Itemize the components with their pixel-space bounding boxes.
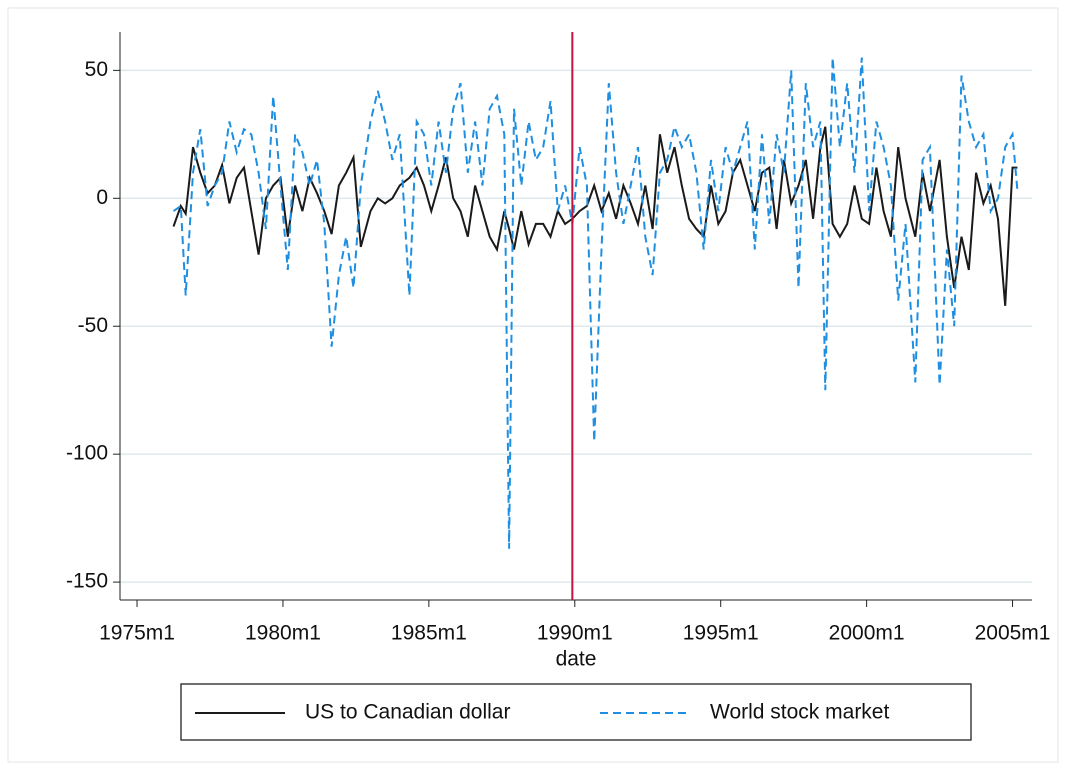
x-tick-label: 2000m1 (829, 622, 905, 645)
x-tick-label: 1975m1 (99, 622, 175, 645)
legend-label: World stock market (710, 701, 889, 724)
x-axis-title: date (556, 648, 597, 671)
frame (7, 7, 1059, 763)
legend-label: US to Canadian dollar (305, 701, 510, 724)
y-tick-label: -150 (66, 570, 108, 593)
series-line (172, 126, 1018, 306)
series-line (172, 57, 1019, 549)
y-tick-label: -100 (66, 442, 108, 465)
x-tick-label: 2005m1 (975, 622, 1051, 645)
y-tick-label: 50 (85, 58, 108, 81)
x-tick-label: 1985m1 (391, 622, 467, 645)
y-tick-label: -50 (78, 314, 108, 337)
legend-box (180, 683, 972, 741)
x-tick-label: 1980m1 (245, 622, 321, 645)
y-tick-label: 0 (96, 186, 108, 209)
x-tick-label: 1990m1 (537, 622, 613, 645)
x-tick-label: 1995m1 (683, 622, 759, 645)
